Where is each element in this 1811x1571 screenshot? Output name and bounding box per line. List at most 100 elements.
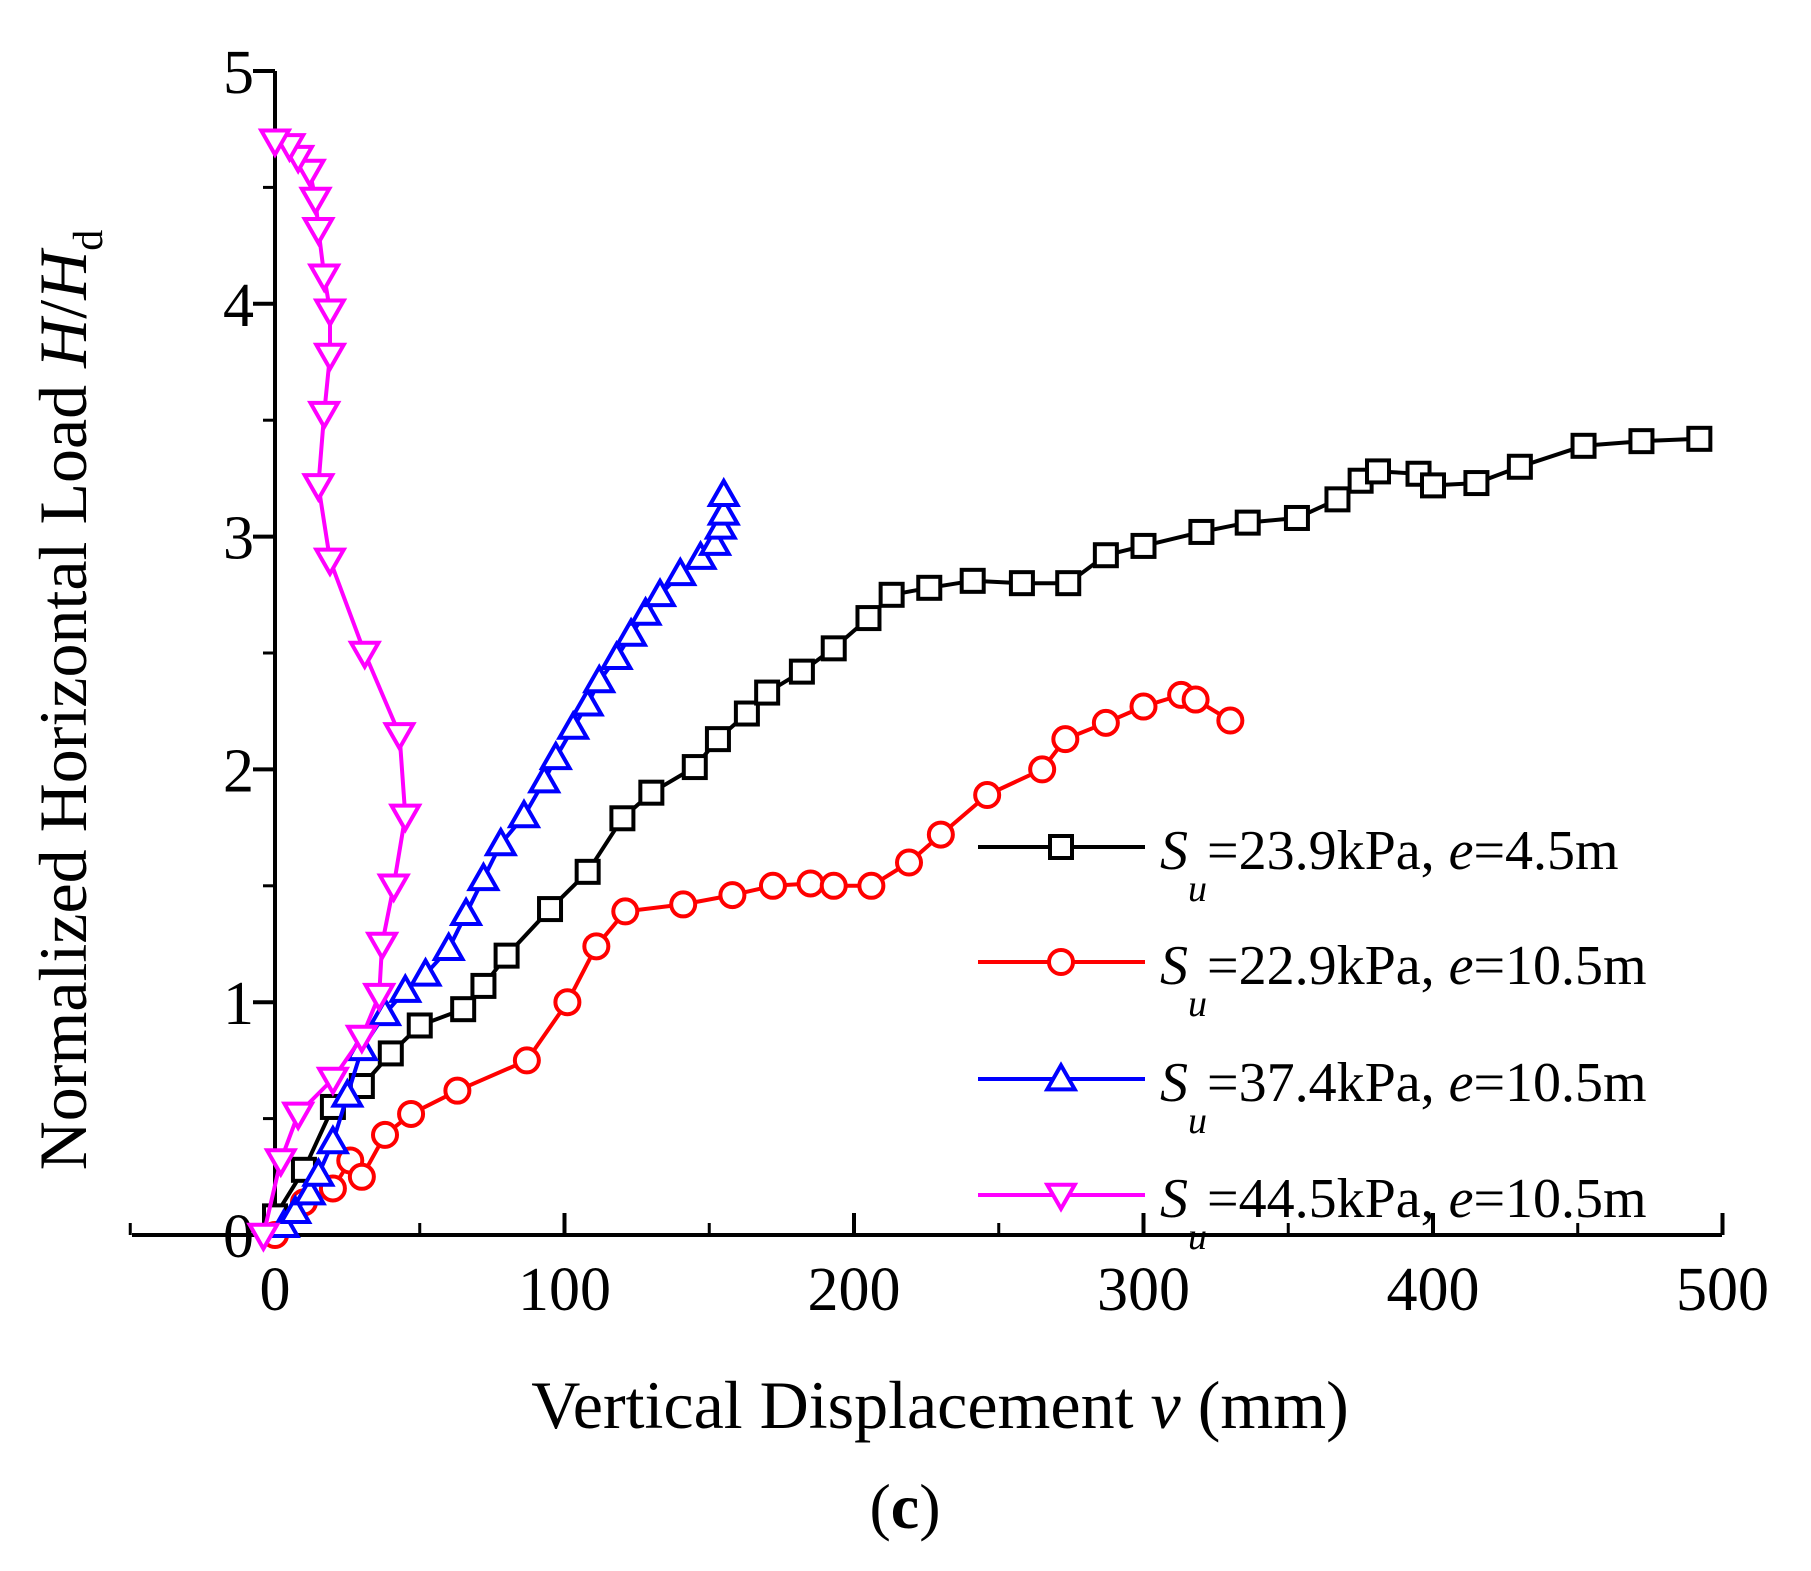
data-point [1364,458,1391,485]
figure-caption: (c) [869,1471,940,1542]
data-point [638,779,665,806]
x-axis-title-prefix: Vertical Displacement [531,1367,1150,1443]
data-point [367,996,403,1027]
data-point [301,473,336,504]
data-point [382,722,417,753]
x-axis-title-suffix: (mm) [1181,1367,1349,1443]
data-point [388,972,423,1003]
legend-label-mid: =22.9kPa, [1207,935,1449,997]
data-point [301,1156,336,1187]
data-point [1420,472,1446,499]
data-point [855,605,882,632]
y-axis-title: Normalized Horizontal Load H/Hd [25,230,112,1171]
data-point [483,826,519,857]
legend-label-s: S [1160,1052,1188,1114]
y-axis-title-sub: d [66,230,112,251]
legend-label-s: S [1160,1168,1188,1230]
y-axis-title-slash: / [25,300,101,319]
data-point [878,581,905,608]
y-axis-title-var1: H [25,315,101,369]
data-point [388,803,423,834]
data-point [574,858,601,885]
data-point [1130,532,1157,559]
legend-label: Su=37.4kPa, e=10.5m [1160,1052,1647,1142]
data-point [307,400,342,431]
data-point [959,567,986,594]
data-point [315,1066,351,1097]
data-point [347,1162,376,1191]
data-point [1129,692,1158,721]
x-tick-label: 100 [518,1256,611,1324]
data-point [292,1175,327,1206]
data-point [704,726,731,753]
caption-letter: c [891,1471,919,1542]
y-axis-title-var2: H [25,247,101,301]
data-point [448,895,484,927]
data-point [1008,570,1035,597]
x-tick-label: 500 [1676,1256,1769,1324]
data-point [408,956,443,987]
data-point [857,871,886,900]
data-point [663,556,698,587]
x-ticks: 0 100 200 300 400 500 [128,1213,1769,1324]
y-tick-label: 0 [223,1203,254,1271]
data-point [609,805,636,832]
data-point [926,820,955,849]
legend-label-tail: =10.5m [1473,1168,1646,1230]
data-point [706,476,741,508]
data-point [642,577,678,608]
data-point [973,781,1002,810]
data-point [895,848,924,877]
x-tick-label: 0 [260,1256,291,1324]
x-tick-label: 400 [1387,1256,1480,1324]
legend-label-e: e [1449,1168,1474,1230]
legend-label: Su=22.9kPa, e=10.5m [1160,935,1647,1025]
legend-label-tail: =4.5m [1473,820,1618,882]
series-3 [266,476,741,1239]
legend-label-mid: =44.5kPa, [1207,1168,1449,1230]
legend-label-sub: u [1188,1100,1207,1142]
data-point [758,871,787,900]
caption-open: ( [869,1471,890,1542]
data-point [555,709,591,740]
data-point [697,525,733,556]
data-point [706,495,741,526]
data-point [1028,755,1057,784]
data-point [613,616,649,647]
data-point [1216,706,1245,735]
data-point [512,1046,541,1075]
x-axis-title: Vertical Displacement v (mm) [531,1367,1349,1443]
legend-label-sub: u [1188,983,1207,1025]
data-point [1188,518,1215,545]
legend-label-sub: u [1188,868,1207,910]
data-point [1234,509,1261,536]
data-point [611,897,640,926]
legend-label: Su=44.5kPa, e=10.5m [1160,1168,1647,1258]
data-point [315,1124,351,1155]
x-axis-title-var: v [1151,1367,1182,1443]
series-line [273,692,1232,1237]
data-point [733,700,760,727]
y-tick-label: 2 [223,737,254,805]
y-tick-label: 4 [223,272,254,340]
y-tick-label: 5 [223,39,254,107]
data-point [916,574,943,601]
data-point [263,1148,298,1179]
data-point [1091,708,1120,737]
data-point [493,942,520,969]
caption-close: ) [919,1471,940,1542]
series-2 [261,680,1245,1249]
data-point [406,1012,433,1039]
data-point [538,739,574,771]
data-point [371,1120,400,1149]
data-point [246,1222,281,1253]
data-point [1181,685,1210,714]
data-point [718,881,747,910]
data-point [681,754,708,781]
data-point [628,595,663,626]
data-point [298,186,333,217]
data-point [820,635,847,662]
legend-label-e: e [1449,935,1474,997]
